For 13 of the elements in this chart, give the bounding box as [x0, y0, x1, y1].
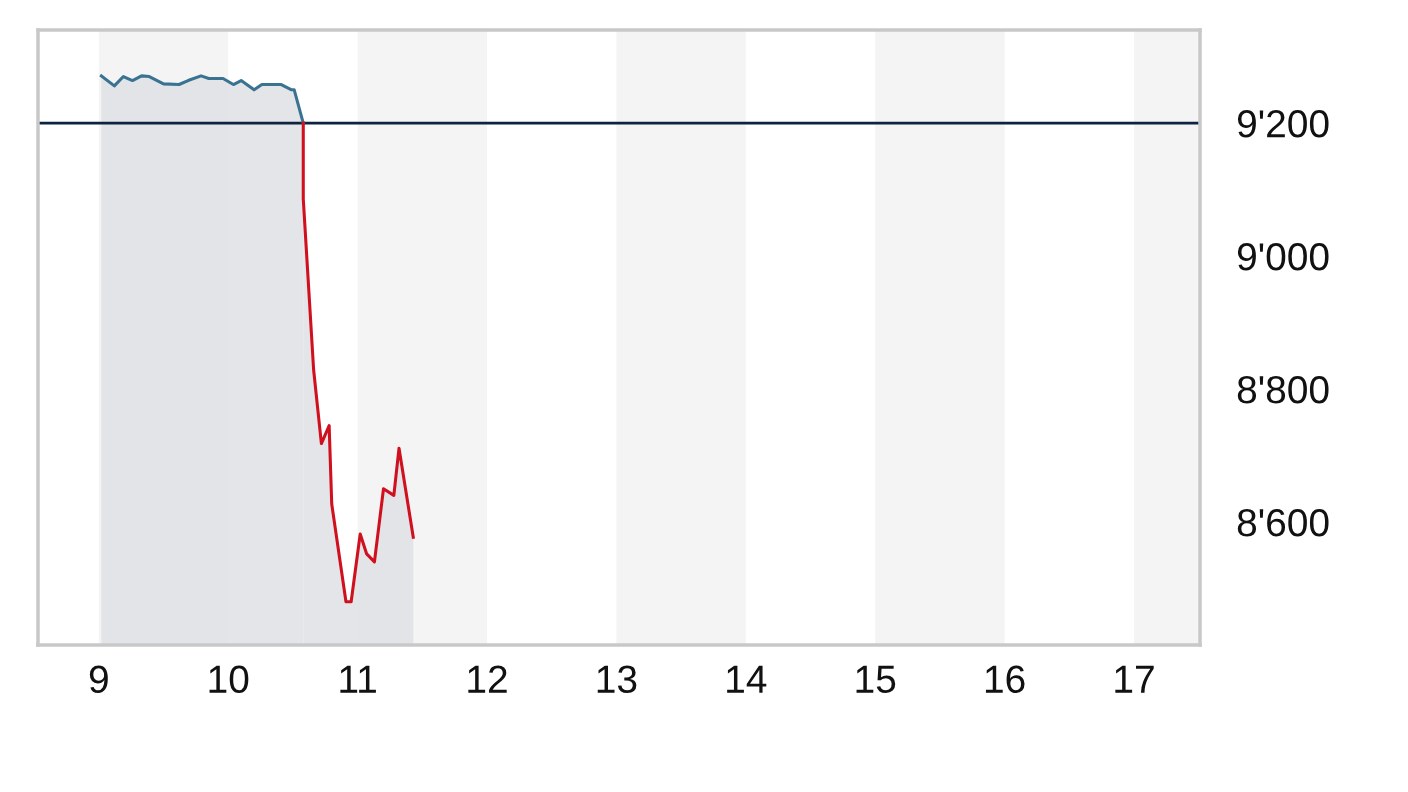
y-tick-label: 8'600 — [1237, 508, 1329, 537]
x-tick-label: 13 — [597, 665, 637, 694]
y-tick-label: 8'800 — [1237, 375, 1329, 404]
y-tick-label: 9'000 — [1237, 242, 1329, 271]
x-tick-label: 15 — [856, 665, 896, 694]
x-tick-label: 9 — [89, 665, 108, 694]
x-tick-label: 14 — [727, 665, 767, 693]
x-tick-label: 10 — [209, 665, 249, 694]
x-tick-label: 12 — [468, 665, 507, 693]
x-tick-label: 17 — [1115, 665, 1154, 693]
x-tick-label: 16 — [985, 665, 1025, 694]
x-tick-label: 11 — [340, 665, 376, 693]
y-tick-label: 9'200 — [1237, 110, 1329, 138]
